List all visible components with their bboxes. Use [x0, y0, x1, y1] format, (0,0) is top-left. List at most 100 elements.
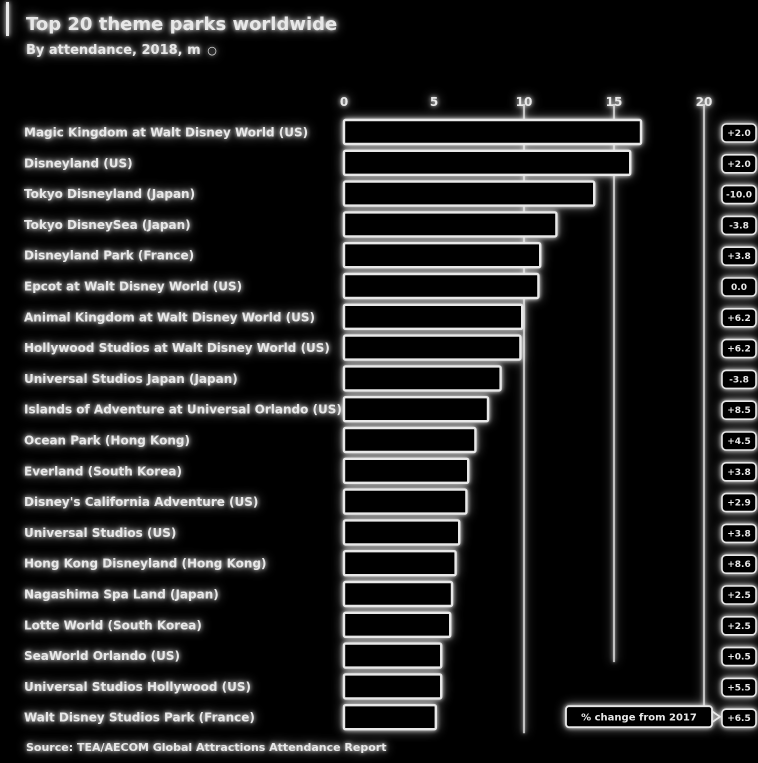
chart-subtitle: By attendance, 2018, m ○	[26, 43, 217, 58]
change-badge	[721, 154, 757, 174]
bar	[342, 642, 443, 669]
chart-subtitle-text: By attendance, 2018, m	[26, 43, 201, 58]
change-label: +6.2	[727, 314, 750, 324]
category-label: SeaWorld Orlando (US)	[24, 649, 180, 663]
category-labels: Magic Kingdom at Walt Disney World (US) D…	[24, 126, 342, 725]
change-badge	[721, 123, 757, 143]
source-note: Source: TEA/AECOM Global Attractions Att…	[26, 741, 387, 754]
change-label: +2.5	[727, 622, 750, 632]
category-label: Disneyland (US)	[24, 156, 133, 170]
annotation-box	[565, 705, 713, 729]
category-label: Epcot at Walt Disney World (US)	[24, 280, 242, 294]
x-tick-label: 20	[696, 95, 713, 109]
bar	[342, 365, 502, 392]
change-label: -3.8	[729, 375, 749, 385]
category-label: Disneyland Park (France)	[24, 249, 194, 263]
change-label: +6.2	[727, 345, 750, 355]
change-label: -10.0	[726, 191, 752, 201]
category-label: Everland (South Korea)	[24, 464, 182, 478]
category-label: Islands of Adventure at Universal Orland…	[24, 403, 342, 417]
change-badge	[721, 554, 757, 575]
change-label: +3.8	[727, 529, 750, 539]
category-label: Universal Studios Japan (Japan)	[24, 372, 238, 386]
bar	[342, 211, 558, 238]
category-label: Disney's California Adventure (US)	[24, 495, 258, 509]
change-label: +8.6	[727, 560, 750, 570]
change-badge	[721, 307, 757, 328]
category-label: Tokyo DisneySea (Japan)	[24, 218, 191, 232]
category-label: Hong Kong Disneyland (Hong Kong)	[24, 557, 267, 571]
change-label: +2.0	[727, 129, 750, 139]
bar	[342, 303, 524, 330]
bar	[342, 334, 522, 361]
bar	[342, 673, 443, 700]
change-badge	[721, 523, 757, 544]
change-badge	[721, 615, 757, 636]
bar	[342, 519, 461, 546]
annotation-pointer-icon	[711, 710, 722, 723]
bar	[342, 241, 542, 269]
bar	[342, 149, 632, 177]
change-label: +3.8	[727, 252, 750, 262]
bar	[342, 180, 596, 207]
change-badge	[721, 215, 757, 236]
bar	[342, 704, 438, 731]
change-badge	[721, 461, 757, 482]
chart-bars	[342, 118, 643, 731]
change-label: +2.9	[727, 499, 750, 509]
change-badge	[721, 585, 757, 605]
x-tick-label: 5	[430, 95, 438, 109]
change-badge	[721, 338, 757, 359]
category-label: Universal Studios (US)	[24, 526, 176, 540]
x-tick-label: 15	[606, 95, 623, 109]
bar	[342, 457, 470, 484]
change-badge	[721, 184, 757, 205]
change-badge	[721, 677, 757, 698]
category-label: Tokyo Disneyland (Japan)	[24, 187, 195, 201]
change-label: -3.8	[729, 221, 749, 231]
annotation-text: % change from 2017	[581, 713, 697, 724]
category-label: Walt Disney Studios Park (France)	[24, 711, 255, 725]
change-badge	[721, 277, 757, 297]
category-label: Lotte World (South Korea)	[24, 618, 202, 632]
x-tick-label: 0	[340, 95, 348, 109]
chart-header: Top 20 theme parks worldwide By attendan…	[0, 0, 420, 70]
change-label: +2.5	[727, 591, 750, 601]
change-badge	[721, 431, 757, 451]
x-tick-label: 10	[516, 95, 533, 109]
x-axis-ticks: 0 5 10 15 20	[340, 95, 713, 109]
bar	[342, 396, 490, 423]
change-label: +8.5	[727, 406, 750, 416]
bar	[342, 488, 468, 515]
title-accent-rule	[6, 2, 9, 36]
category-label: Nagashima Spa Land (Japan)	[24, 588, 219, 602]
chart-gridlines	[522, 104, 706, 734]
change-badge	[721, 492, 757, 513]
category-label: Universal Studios Hollywood (US)	[24, 680, 251, 694]
bar	[342, 580, 454, 608]
change-label: +5.5	[727, 683, 750, 693]
change-badge	[721, 246, 757, 266]
change-label: +2.0	[727, 160, 750, 170]
bar	[342, 426, 477, 454]
change-label: +6.5	[727, 714, 750, 724]
category-label: Animal Kingdom at Walt Disney World (US)	[24, 310, 315, 324]
change-badge	[721, 369, 757, 390]
change-annotation: % change from 2017	[565, 705, 722, 729]
bar	[342, 118, 643, 146]
chart-title: Top 20 theme parks worldwide	[26, 14, 338, 35]
change-badge	[721, 708, 757, 729]
category-label: Ocean Park (Hong Kong)	[24, 434, 190, 448]
change-labels: +2.0 +2.0 -10.0 -3.8 +3.8 0.0 +6.2 +6.2 -3.8 +8.5…	[721, 123, 757, 729]
change-label: 0.0	[731, 283, 747, 293]
category-label: Hollywood Studios at Walt Disney World (…	[24, 341, 330, 355]
info-circle-icon[interactable]: ○	[207, 44, 217, 57]
bar	[342, 611, 452, 638]
change-badge	[721, 400, 757, 421]
category-label: Magic Kingdom at Walt Disney World (US)	[24, 126, 308, 140]
change-label: +4.5	[727, 437, 750, 447]
change-label: +3.8	[727, 468, 750, 478]
bar	[342, 272, 540, 300]
change-badge	[721, 646, 757, 667]
